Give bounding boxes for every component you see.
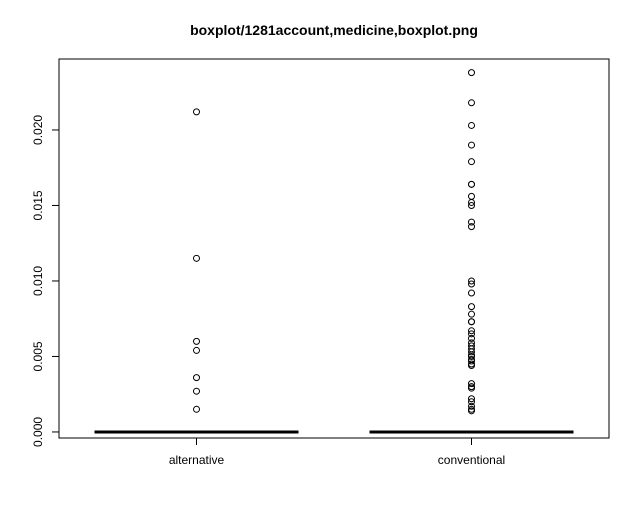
outlier-point: [468, 201, 475, 209]
outlier-point: [468, 192, 475, 200]
outlier-point: [193, 374, 200, 382]
outlier-point: [468, 352, 475, 360]
outlier-point: [193, 108, 200, 116]
outlier-point: [468, 348, 475, 356]
outlier-point: [468, 277, 475, 285]
outlier-point: [468, 407, 475, 415]
outlier-point: [468, 69, 475, 77]
x-axis: alternative conventional: [169, 437, 505, 467]
y-tick-label: 0.000: [31, 417, 45, 447]
outlier-point: [193, 254, 200, 262]
outlier-point: [468, 158, 475, 166]
outlier-point: [468, 334, 475, 342]
outlier-point: [468, 402, 475, 410]
outlier-point: [468, 223, 475, 231]
outlier-point: [193, 337, 200, 345]
y-tick-label: 0.010: [31, 266, 45, 296]
outlier-point: [193, 405, 200, 413]
x-tick-label: conventional: [438, 453, 505, 467]
outlier-point: [468, 303, 475, 311]
outlier-point: [468, 280, 475, 288]
outlier-point: [468, 218, 475, 226]
y-tick-label: 0.015: [31, 190, 45, 220]
outlier-point: [468, 99, 475, 107]
outlier-point: [468, 395, 475, 403]
outlier-point: [468, 380, 475, 388]
chart-title: boxplot/1281account,medicine,boxplot.png: [190, 22, 478, 38]
outliers: [193, 69, 475, 415]
outlier-point: [468, 357, 475, 365]
outlier-point: [468, 121, 475, 129]
y-tick-label: 0.020: [31, 115, 45, 145]
y-axis: 0.000 0.005 0.010 0.015 0.020: [31, 115, 60, 447]
x-tick-label: alternative: [169, 453, 225, 467]
y-tick-label: 0.005: [31, 341, 45, 371]
outlier-point: [468, 310, 475, 318]
outlier-point: [468, 198, 475, 206]
outlier-point: [468, 384, 475, 392]
outlier-point: [468, 362, 475, 370]
outlier-point: [468, 330, 475, 338]
plot-frame: [58, 58, 610, 439]
outlier-point: [468, 141, 475, 149]
outlier-point: [468, 180, 475, 188]
outlier-point: [468, 289, 475, 297]
outlier-point: [468, 318, 475, 326]
outlier-point: [193, 346, 200, 354]
outlier-point: [468, 327, 475, 335]
outlier-point: [468, 398, 475, 406]
outlier-point: [193, 387, 200, 395]
